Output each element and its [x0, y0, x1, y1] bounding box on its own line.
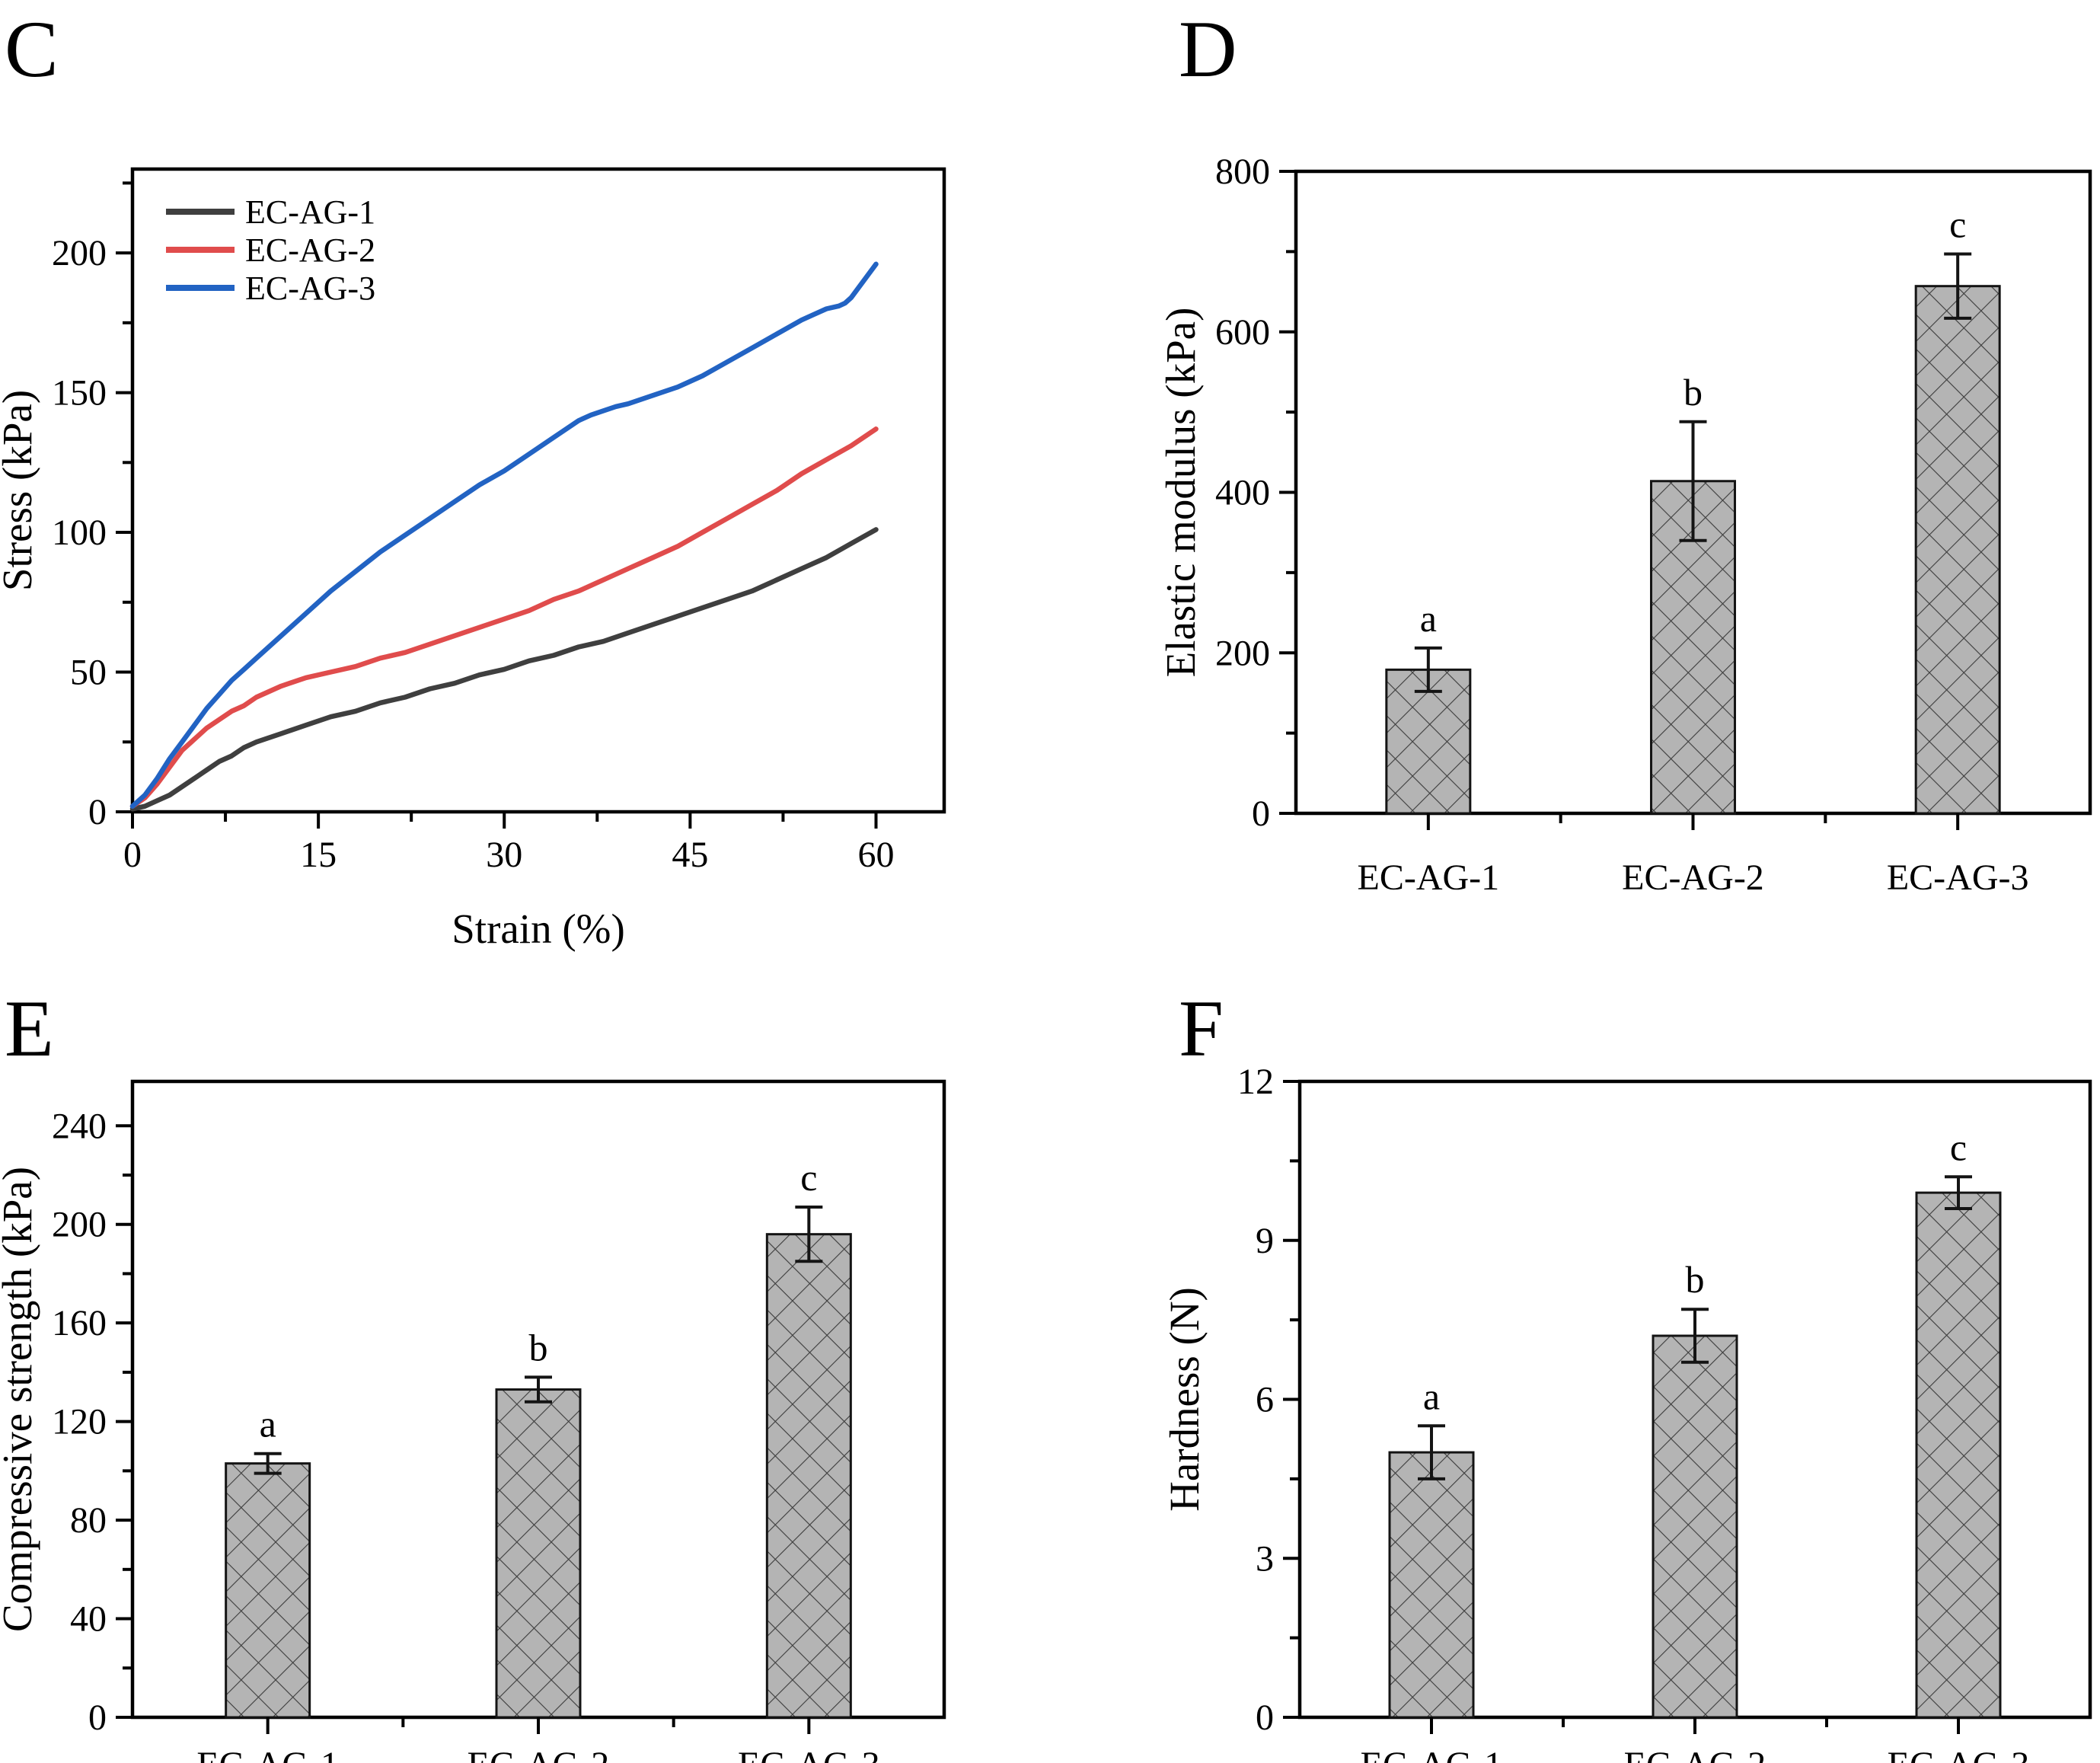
y-axis-tick-label: 0	[88, 792, 107, 832]
significance-letter: b	[1684, 371, 1703, 414]
category-label: EC-AG-3	[738, 1745, 880, 1763]
significance-letter: a	[1420, 597, 1437, 640]
x-axis-tick-label: 15	[300, 835, 337, 875]
category-label: EC-AG-2	[1624, 1745, 1766, 1763]
y-axis-tick-label: 6	[1256, 1380, 1274, 1420]
category-label: EC-AG-2	[1622, 858, 1764, 898]
y-axis-tick-label: 150	[52, 373, 107, 414]
panel-letter-f: F	[1179, 984, 1224, 1073]
y-axis-tick-label: 100	[52, 513, 107, 553]
y-axis-tick-label: 80	[70, 1500, 107, 1541]
significance-letter: a	[1423, 1375, 1440, 1417]
x-axis-tick-label: 0	[123, 835, 142, 875]
category-label: EC-AG-1	[1361, 1745, 1503, 1763]
significance-letter: c	[1949, 203, 1966, 246]
panel-d-elastic-modulus-bar-chart: 0 200 400 600 800 Elastic modulus (kPa) a EC-AG…	[1157, 152, 2092, 898]
legend-entry-label: EC-AG-3	[245, 270, 375, 307]
x-axis-title: Strain (%)	[452, 905, 625, 952]
y-axis-tick-label: 200	[52, 233, 107, 273]
category-label: EC-AG-2	[468, 1745, 610, 1763]
y-axis-tick-label: 800	[1215, 152, 1270, 192]
y-axis-title: Elastic modulus (kPa)	[1157, 308, 1204, 678]
y-axis-tick-label: 40	[70, 1599, 107, 1640]
category-label: EC-AG-1	[1358, 858, 1500, 898]
category-label: EC-AG-3	[1888, 1745, 2030, 1763]
legend-entry-label: EC-AG-2	[245, 232, 375, 269]
y-axis-title: Stress (kPa)	[0, 390, 40, 591]
y-axis-tick-label: 50	[70, 653, 107, 693]
series-curve-ec-ag-3	[129, 261, 879, 809]
panel-c-stress-strain-line-chart: 0 50 100 150 200 Stress (kPa) 0 15 30 45 60 Strain …	[0, 167, 946, 952]
y-axis-tick-label: 160	[52, 1303, 107, 1343]
y-axis-tick-label: 0	[1256, 1698, 1274, 1738]
y-axis-tick-label: 240	[52, 1106, 107, 1146]
x-axis-tick-label: 45	[672, 835, 708, 875]
x-axis-tick-label: 60	[857, 835, 894, 875]
panel-letter-c: C	[5, 5, 59, 94]
bar-ec-ag-1	[1385, 668, 1472, 815]
bar-ec-ag-2	[1652, 1334, 1738, 1719]
panel-f-hardness-bar-chart: 0 3 6 9 12 Hardness (N) a EC-AG-1 b EC-AG-2 c EC-AG…	[1161, 1062, 2092, 1763]
y-axis-tick-label: 120	[52, 1402, 107, 1442]
y-axis-tick-label: 200	[52, 1205, 107, 1245]
y-axis-tick-label: 12	[1237, 1062, 1274, 1102]
significance-letter: c	[800, 1156, 817, 1199]
panel-letter-d: D	[1179, 5, 1237, 94]
y-axis-tick-label: 9	[1256, 1221, 1274, 1261]
bar-ec-ag-3	[1915, 1191, 2002, 1719]
y-axis-title: Hardness (N)	[1161, 1287, 1208, 1512]
y-axis-tick-label: 600	[1215, 312, 1270, 353]
legend-entry-label: EC-AG-1	[245, 193, 375, 231]
significance-letter: b	[529, 1326, 548, 1369]
y-axis-tick-label: 400	[1215, 473, 1270, 513]
bar-ec-ag-2	[495, 1388, 582, 1719]
significance-letter: a	[260, 1403, 276, 1445]
bar-ec-ag-1	[225, 1462, 311, 1719]
category-label: EC-AG-1	[196, 1745, 339, 1763]
panel-e-compressive-strength-bar-chart: 0 40 80 120 160 200 240 Compressive strength (k…	[0, 1079, 946, 1763]
category-label: EC-AG-3	[1887, 858, 2029, 898]
x-axis-tick-label: 30	[486, 835, 522, 875]
bar-ec-ag-3	[765, 1233, 852, 1719]
y-axis-title: Compressive strength (kPa)	[0, 1167, 40, 1632]
bar-ec-ag-1	[1388, 1451, 1475, 1719]
significance-letter: c	[1950, 1126, 1967, 1168]
significance-letter: b	[1686, 1258, 1705, 1301]
panel-letter-e: E	[5, 984, 54, 1073]
y-axis-tick-label: 0	[88, 1698, 107, 1738]
plot-frame	[130, 167, 946, 814]
y-axis-tick-label: 200	[1215, 633, 1270, 673]
y-axis-tick-label: 0	[1252, 794, 1270, 834]
y-axis-tick-label: 3	[1256, 1538, 1274, 1579]
series-curve-ec-ag-2	[129, 426, 879, 809]
series-curve-ec-ag-1	[129, 527, 879, 812]
bar-ec-ag-3	[1914, 285, 2001, 815]
